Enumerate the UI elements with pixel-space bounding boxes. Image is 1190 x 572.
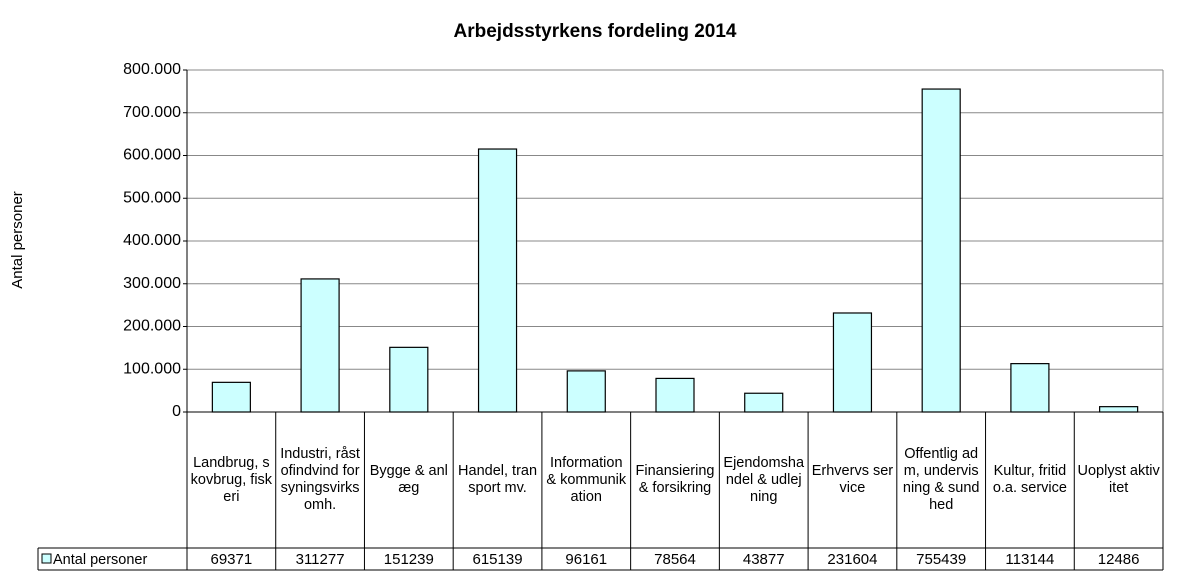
y-tick-label: 200.000 — [123, 318, 181, 335]
table-value: 96161 — [565, 551, 607, 568]
x-tick-label: Erhvervs service — [811, 463, 894, 496]
x-tick-label: Ejendomshandel & udlejning — [723, 454, 805, 505]
x-tick-label: Kultur, fritid o.a. service — [992, 463, 1067, 496]
y-tick-label: 700.000 — [123, 104, 181, 121]
bar — [1099, 406, 1139, 413]
bar — [655, 377, 695, 413]
x-tick-label: Uoplyst aktivitet — [1077, 463, 1160, 496]
y-tick-label: 400.000 — [123, 232, 181, 249]
table-value: 43877 — [743, 551, 785, 568]
category-cell: Information & kommunikation — [546, 454, 627, 505]
category-cell: Uoplyst aktivitet — [1077, 463, 1160, 496]
bar — [566, 370, 606, 413]
table-value: 615139 — [473, 551, 523, 568]
category-cell: Handel, transport mv. — [458, 463, 538, 496]
table-value: 231604 — [827, 551, 877, 568]
bar — [832, 312, 873, 413]
bar — [389, 346, 429, 413]
y-axis-label: Antal personer — [9, 191, 26, 289]
x-tick-label: Landbrug, skovbrug, fiskeri — [190, 454, 273, 505]
legend-label: Antal personer — [53, 552, 147, 568]
bar — [744, 392, 784, 413]
bar — [300, 278, 340, 413]
y-tick-label: 500.000 — [123, 189, 181, 206]
x-tick-label: Handel, transport mv. — [458, 463, 538, 496]
chart-title: Arbejdsstyrkens fordeling 2014 — [454, 21, 737, 42]
y-tick-label: 800.000 — [123, 61, 181, 78]
x-tick-label: Finansiering & forsikring — [635, 463, 715, 496]
category-cell: Landbrug, skovbrug, fiskeri — [190, 454, 273, 505]
table-value: 311277 — [296, 551, 345, 568]
bar — [477, 148, 518, 413]
category-cell: Finansiering & forsikring — [635, 463, 715, 496]
table-value: 755439 — [916, 551, 966, 568]
category-cell: Offentlig adm, undervisning & sundhed — [902, 446, 980, 513]
category-cell: Industri, råstofindvind forsyningsvirkso… — [280, 446, 360, 513]
category-cell: Kultur, fritid o.a. service — [992, 463, 1067, 496]
bar — [921, 88, 961, 413]
table-value: 69371 — [211, 551, 253, 568]
y-tick-label: 100.000 — [123, 360, 181, 377]
table-value: 151239 — [384, 551, 434, 568]
category-cell: Ejendomshandel & udlejning — [723, 454, 805, 505]
category-cell: Erhvervs service — [811, 463, 894, 496]
legend-key — [41, 553, 52, 564]
table-value: 12486 — [1098, 551, 1140, 568]
bar — [211, 381, 251, 413]
y-tick-label: 0 — [172, 403, 181, 420]
y-tick-label: 300.000 — [123, 275, 181, 292]
y-tick-label: 600.000 — [123, 147, 181, 164]
x-tick-label: Offentlig adm, undervisning & sundhed — [902, 446, 980, 513]
x-tick-label: Bygge & anlæg — [369, 463, 448, 496]
category-cell: Bygge & anlæg — [369, 463, 448, 496]
table-value: 78564 — [654, 551, 696, 568]
x-tick-label: Information & kommunikation — [546, 454, 627, 505]
x-tick-label: Industri, råstofindvind forsyningsvirkso… — [280, 446, 360, 513]
bar — [1010, 363, 1050, 413]
table-value: 113144 — [1005, 551, 1054, 568]
